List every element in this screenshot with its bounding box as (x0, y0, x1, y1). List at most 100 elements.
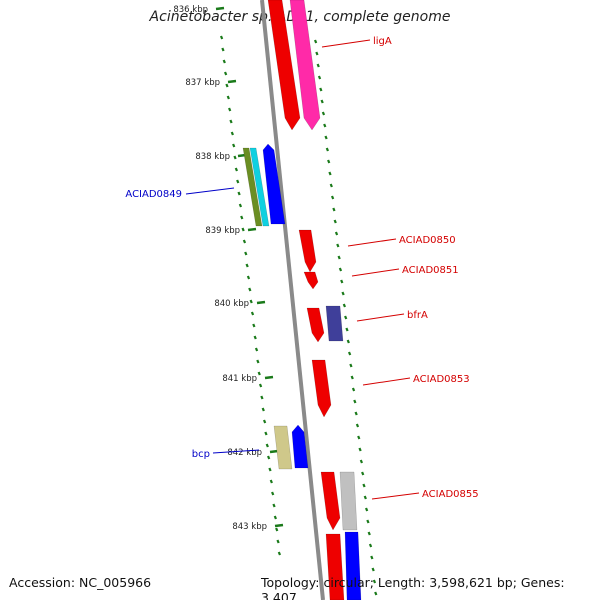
scale-track-dot (226, 95, 230, 100)
scale-tick-mark (274, 523, 284, 528)
gene-bar-olive (242, 147, 263, 227)
scale-track-dot (233, 155, 237, 160)
scale-track-dot (225, 83, 229, 88)
scale-track-dot (228, 107, 232, 112)
gene-track-dot (372, 579, 377, 584)
gene-track-dot (330, 195, 335, 200)
scale-track-dot (254, 347, 259, 352)
scale-tick-label: 842 kbp (227, 448, 262, 458)
gene-track-dot (374, 591, 378, 596)
scale-tick-label: 838 kbp (195, 152, 230, 162)
scale-track-dot (265, 443, 269, 448)
scale-tick-label: 843 kbp (232, 522, 267, 532)
gene-track-dot (341, 291, 345, 296)
scale-track-dot (242, 239, 247, 244)
scale-track-dot (234, 167, 239, 172)
gene-label-aciad0851: ACIAD0851 (402, 265, 459, 276)
scale-track-dot (253, 335, 257, 340)
gene-track-dot (371, 567, 375, 572)
gene-label-bfra: bfrA (407, 310, 428, 321)
accession-text: Accession: NC_005966 (9, 575, 152, 590)
gene-bar-bfra (325, 305, 344, 342)
gene-track-dot (328, 171, 332, 176)
gene-track-dot (338, 267, 343, 272)
scale-tick-label: 840 kbp (214, 299, 249, 309)
scale-track-dot (267, 455, 271, 460)
gene-track-dot (321, 111, 326, 116)
gene-track-dot (359, 459, 364, 464)
gene-track-dot (354, 411, 358, 416)
gene-track-dot (357, 435, 361, 440)
scale-track-dot (248, 287, 252, 292)
scale-track-dot (238, 203, 243, 208)
gene-track-dot (358, 447, 362, 452)
gene-bar-aciad0855-gray (339, 471, 358, 531)
gene-track-dot (325, 147, 329, 152)
gene-track-dot (364, 507, 369, 512)
gene-track-dot (345, 327, 349, 332)
gene-track-dot (363, 495, 367, 500)
gene-track-dot (342, 303, 346, 308)
gene-bar-bfra-red (306, 307, 325, 343)
scale-track-dot (230, 131, 234, 136)
gene-track-dot (347, 351, 352, 356)
gene-track-dot (327, 159, 331, 164)
gene-label-aciad0850: ACIAD0850 (399, 235, 456, 246)
scale-track-dot (244, 251, 248, 256)
gene-track-dot (336, 243, 340, 248)
gene-track-dot (368, 543, 373, 548)
scale-tick-label: 841 kbp (222, 374, 257, 384)
gene-track-dot (370, 555, 374, 560)
scale-track-dot (229, 119, 233, 124)
gene-track-dot (349, 363, 353, 368)
scale-track-dot (240, 215, 244, 220)
scale-track-dot (261, 407, 265, 412)
gene-bar-bcp (291, 424, 309, 469)
scale-tick-mark (227, 79, 237, 84)
gene-track-dot (355, 423, 360, 428)
scale-tick-mark (269, 449, 279, 454)
gene-bar-aciad0849 (262, 143, 286, 225)
scale-track-dot (262, 419, 267, 424)
scale-track-dot (236, 179, 240, 184)
gene-leader-line-bcp (212, 449, 260, 454)
gene-track-dot (333, 219, 337, 224)
gene-bar-aciad0855 (320, 471, 341, 531)
scale-tick-label: 837 kbp (185, 78, 220, 88)
gene-label-liga: ligA (373, 36, 392, 47)
gene-track-dot (313, 39, 318, 44)
genome-backbone-line (260, 0, 325, 600)
gene-bar-liga-pink (289, 0, 321, 131)
scale-tick-mark (256, 300, 266, 305)
scale-track-dot (237, 191, 241, 196)
scale-tick-mark (215, 6, 225, 11)
gene-track-dot (362, 483, 366, 488)
gene-bar-bottom-blue (344, 531, 362, 600)
gene-track-dot (329, 183, 333, 188)
gene-label-aciad0855: ACIAD0855 (422, 489, 479, 500)
scale-track-dot (250, 311, 255, 316)
gene-track-dot (320, 99, 324, 104)
gene-track-dot (316, 63, 320, 68)
gene-track-dot (351, 387, 356, 392)
scale-track-dot (273, 515, 277, 520)
gene-bar-bcp-khaki (273, 425, 293, 470)
scale-track-dot (224, 71, 228, 76)
gene-bar-aciad0853 (311, 359, 332, 418)
gene-label-aciad0849: ACIAD0849 (125, 189, 182, 200)
scale-track-dot (245, 263, 249, 268)
gene-track-dot (334, 231, 339, 236)
scale-track-dot (252, 323, 256, 328)
gene-bar-aciad0850 (298, 229, 317, 273)
scale-tick-label: 836 kbp (173, 5, 208, 15)
topology-text: Topology: circular; Length: 3,598,621 bp… (261, 575, 565, 600)
scale-tick-mark (247, 227, 257, 232)
gene-track-dot (323, 123, 327, 128)
scale-tick-label: 839 kbp (205, 226, 240, 236)
gene-track-dot (344, 315, 348, 320)
gene-leader-line-bfra (356, 313, 405, 322)
gene-track-dot (332, 207, 336, 212)
scale-track-dot (268, 467, 272, 472)
gene-track-dot (346, 339, 350, 344)
scale-track-dot (232, 143, 236, 148)
